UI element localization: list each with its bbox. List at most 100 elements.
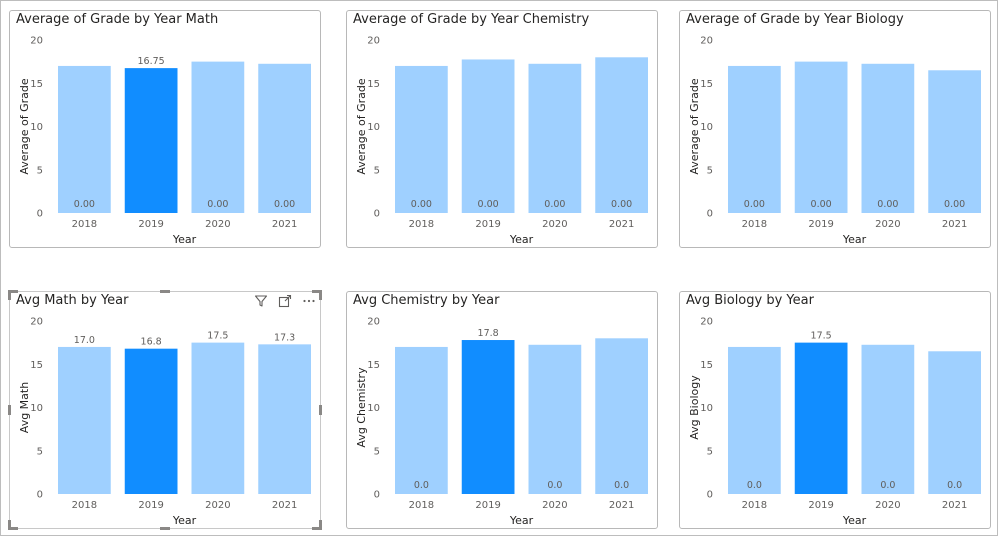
- more-options-icon[interactable]: [302, 294, 316, 308]
- data-label: 17.5: [207, 331, 228, 342]
- y-tick-label: 15: [367, 360, 380, 371]
- y-tick-label: 10: [30, 403, 43, 414]
- x-tick-label: 2020: [542, 219, 567, 230]
- resize-handle-tl-h[interactable]: [8, 290, 18, 293]
- y-tick-label: 0: [374, 209, 380, 220]
- y-tick-label: 20: [700, 36, 713, 47]
- x-tick-label: 2019: [808, 219, 833, 230]
- x-tick-label: 2019: [475, 219, 500, 230]
- resize-handle-tr-v[interactable]: [319, 290, 322, 300]
- data-label: 0.00: [478, 199, 499, 210]
- y-tick-label: 5: [707, 446, 713, 457]
- data-label: 0.0: [547, 480, 562, 491]
- y-tick-label: 20: [367, 36, 380, 47]
- y-axis-title: Average of Grade: [355, 78, 368, 175]
- x-tick-label: 2020: [875, 500, 900, 511]
- resize-handle-tl-v[interactable]: [8, 290, 11, 300]
- x-axis-title: Year: [509, 514, 534, 527]
- x-tick-label: 2021: [609, 500, 634, 511]
- x-tick-label: 2019: [475, 500, 500, 511]
- y-tick-label: 5: [707, 165, 713, 176]
- x-tick-label: 2020: [542, 500, 567, 511]
- visual-header-toolbar: [254, 294, 316, 308]
- y-tick-label: 10: [367, 403, 380, 414]
- resize-handle-top[interactable]: [160, 290, 170, 293]
- data-label: 0.00: [74, 199, 95, 210]
- data-label: 0.00: [811, 199, 832, 210]
- x-tick-label: 2020: [205, 500, 230, 511]
- y-axis-title: Avg Biology: [688, 375, 701, 440]
- bar-chart: 0 5 10 15 20 0.0 2018 17.8 2019 0.0 2020 0.0 2021 Yea…: [355, 317, 648, 527]
- y-tick-label: 5: [374, 165, 380, 176]
- bar-chart: 0 5 10 15 20 0.00 2018 0.00 2019 0.00 2020 0.00 2021…: [355, 36, 648, 246]
- y-axis-title: Avg Chemistry: [355, 367, 368, 448]
- bar: [928, 351, 981, 494]
- data-label: 0.00: [544, 199, 565, 210]
- y-tick-label: 15: [30, 79, 43, 90]
- data-label: 0.00: [411, 199, 432, 210]
- y-tick-label: 10: [367, 122, 380, 133]
- resize-handle-bl-h[interactable]: [8, 527, 18, 530]
- chart-title: Average of Grade by Year Biology: [686, 12, 904, 27]
- bar: [595, 338, 648, 494]
- chart-card-avg-biology[interactable]: Avg Biology by Year 0 5 10 15 20 0.0 2018 17.5 2…: [679, 291, 991, 529]
- resize-handle-bottom[interactable]: [160, 527, 170, 530]
- y-tick-label: 20: [30, 36, 43, 47]
- y-tick-label: 5: [374, 446, 380, 457]
- y-tick-label: 0: [374, 490, 380, 501]
- bar: [794, 61, 848, 213]
- y-tick-label: 20: [30, 317, 43, 328]
- chart-title: Average of Grade by Year Math: [16, 12, 219, 27]
- x-tick-label: 2021: [272, 219, 297, 230]
- resize-handle-bl-v[interactable]: [8, 520, 11, 530]
- data-label: 17.3: [274, 332, 295, 343]
- chart-title: Avg Math by Year: [16, 293, 129, 308]
- chart-title: Average of Grade by Year Chemistry: [353, 12, 590, 27]
- x-tick-label: 2018: [409, 219, 434, 230]
- bar: [528, 63, 582, 213]
- bar: [258, 63, 311, 213]
- x-tick-label: 2019: [138, 500, 163, 511]
- data-label: 16.8: [141, 337, 162, 348]
- resize-handle-br-v[interactable]: [319, 520, 322, 530]
- bar: [728, 346, 781, 494]
- bar: [528, 344, 582, 494]
- y-tick-label: 5: [37, 165, 43, 176]
- x-axis-title: Year: [842, 514, 867, 527]
- chart-title: Avg Biology by Year: [686, 293, 814, 308]
- x-tick-label: 2020: [205, 219, 230, 230]
- bar: [728, 65, 781, 213]
- chart-card-grade-chemistry[interactable]: Average of Grade by Year Chemistry 0 5 10 1…: [346, 10, 658, 248]
- resize-handle-tr-h[interactable]: [312, 290, 322, 293]
- chart-card-avg-chemistry[interactable]: Avg Chemistry by Year 0 5 10 15 20 0.0 2018 17.…: [346, 291, 658, 529]
- resize-handle-left[interactable]: [8, 405, 11, 415]
- bar: [928, 70, 981, 214]
- x-axis-title: Year: [509, 233, 534, 246]
- bar-chart: 0 5 10 15 20 0.0 2018 17.5 2019 0.0 2020 0.0 2021 Yea…: [688, 317, 981, 527]
- x-tick-label: 2018: [409, 500, 434, 511]
- bar-chart: 0 5 10 15 20 0.00 2018 0.00 2019 0.00 2020 0.00 2021…: [688, 36, 981, 246]
- x-tick-label: 2021: [942, 500, 967, 511]
- bar: [191, 61, 245, 213]
- filter-icon[interactable]: [254, 294, 268, 308]
- y-tick-label: 0: [707, 490, 713, 501]
- x-tick-label: 2019: [808, 500, 833, 511]
- y-axis-title: Average of Grade: [688, 78, 701, 175]
- y-tick-label: 0: [37, 209, 43, 220]
- data-label: 0.00: [207, 199, 228, 210]
- data-label: 0.0: [880, 480, 895, 491]
- bar: [461, 340, 515, 494]
- x-tick-label: 2021: [609, 219, 634, 230]
- y-tick-label: 20: [367, 317, 380, 328]
- chart-card-grade-biology[interactable]: Average of Grade by Year Biology 0 5 10 15 2…: [679, 10, 991, 248]
- chart-card-avg-math[interactable]: Avg Math by Year 0 5 10 15 20 17.0 2018 16.8 201…: [9, 291, 321, 529]
- y-tick-label: 10: [700, 122, 713, 133]
- x-tick-label: 2019: [138, 219, 163, 230]
- y-tick-label: 15: [700, 79, 713, 90]
- focus-mode-icon[interactable]: [278, 294, 292, 308]
- resize-handle-br-h[interactable]: [312, 527, 322, 530]
- chart-title: Avg Chemistry by Year: [353, 293, 500, 308]
- resize-handle-right[interactable]: [319, 405, 322, 415]
- chart-card-grade-math[interactable]: Average of Grade by Year Math 0 5 10 15 20 0.…: [9, 10, 321, 248]
- bar: [395, 346, 448, 494]
